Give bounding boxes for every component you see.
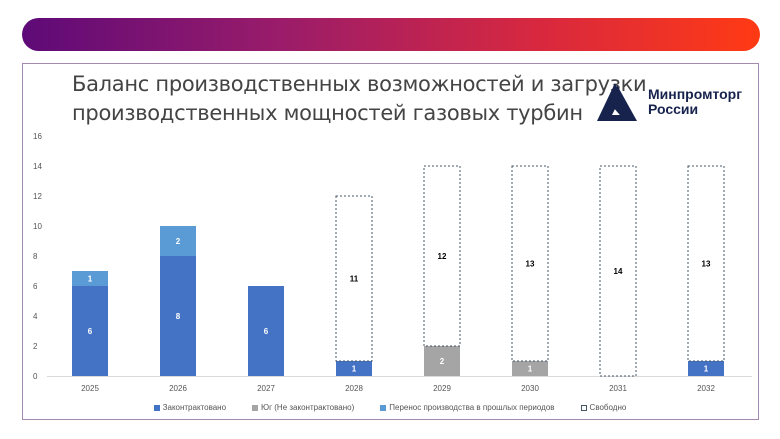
- bar-2028-series-3: [335, 195, 373, 362]
- bar-2032-series-3: [687, 165, 725, 362]
- bar-2026-series-2: [160, 226, 196, 256]
- bar-2025-series-2: [72, 271, 108, 286]
- chart-legend: Законтрактовано Юг (Не законтрактовано) Пе…: [0, 403, 780, 412]
- logo-line-2: России: [648, 101, 699, 117]
- bar-2029-series-3: [423, 165, 461, 347]
- data-label: 12: [438, 252, 447, 261]
- logo-line-1: Минпромторг: [648, 86, 743, 102]
- x-tick-label: 2028: [345, 384, 363, 393]
- legend-item: Законтрактовано: [153, 403, 227, 412]
- data-label: 13: [526, 260, 535, 269]
- y-tick-label: 6: [33, 282, 38, 291]
- data-label: 2: [176, 237, 181, 246]
- legend-item: Перенос производства в прошлых периодов: [380, 403, 555, 412]
- y-tick-label: 12: [33, 192, 42, 201]
- x-tick-label: 2027: [257, 384, 275, 393]
- x-tick-label: 2032: [697, 384, 715, 393]
- x-tick-label: 2029: [433, 384, 451, 393]
- x-tick-label: 2026: [169, 384, 187, 393]
- legend-label: Законтрактовано: [162, 403, 227, 412]
- data-label: 2: [440, 357, 445, 366]
- bar-2027-series-0: [248, 286, 284, 376]
- data-label: 1: [88, 275, 93, 284]
- y-tick-label: 8: [33, 252, 38, 261]
- bar-2025-series-0: [72, 286, 108, 376]
- y-tick-label: 14: [33, 162, 42, 171]
- x-tick-label: 2025: [81, 384, 99, 393]
- x-tick-label: 2031: [609, 384, 627, 393]
- bar-2028-series-0: [336, 361, 372, 376]
- logo-text: Минпромторг России: [648, 87, 742, 117]
- legend-item: Юг (Не законтрактовано): [252, 403, 354, 412]
- data-label: 1: [352, 365, 357, 374]
- header-gradient-banner: [22, 18, 760, 51]
- y-tick-label: 2: [33, 342, 38, 351]
- data-label: 11: [350, 275, 359, 284]
- y-tick-label: 0: [33, 372, 38, 381]
- legend-label: Перенос производства в прошлых периодов: [389, 403, 555, 412]
- legend-swatch: [252, 404, 259, 411]
- data-label: 1: [528, 365, 533, 374]
- data-label: 6: [264, 327, 269, 336]
- slide-panel: [22, 63, 759, 420]
- legend-swatch: [380, 404, 387, 411]
- bar-2026-series-0: [160, 256, 196, 376]
- y-tick-label: 10: [33, 222, 42, 231]
- bar-2032-series-0: [688, 361, 724, 376]
- legend-swatch: [580, 404, 587, 411]
- bar-2030-series-1: [512, 361, 548, 376]
- data-label: 1: [704, 365, 709, 374]
- bar-2031-series-3: [599, 165, 637, 377]
- y-tick-label: 16: [33, 132, 42, 141]
- title-line-1: Баланс производственных возможностей и з…: [72, 72, 647, 96]
- legend-label: Юг (Не законтрактовано): [261, 403, 355, 412]
- x-tick-label: 2030: [521, 384, 539, 393]
- page-title: Баланс производственных возможностей и з…: [72, 70, 647, 128]
- minpromtorg-logo-icon: [597, 83, 637, 121]
- data-label: 8: [176, 312, 181, 321]
- legend-item: Свободно: [580, 403, 627, 412]
- y-tick-label: 4: [33, 312, 38, 321]
- data-label: 13: [702, 260, 711, 269]
- bar-2030-series-3: [511, 165, 549, 362]
- data-label: 14: [614, 267, 623, 276]
- bar-2029-series-1: [424, 346, 460, 376]
- legend-swatch: [153, 404, 160, 411]
- data-label: 6: [88, 327, 93, 336]
- legend-label: Свободно: [589, 403, 627, 412]
- title-line-2: производственных мощностей газовых турби…: [72, 101, 583, 125]
